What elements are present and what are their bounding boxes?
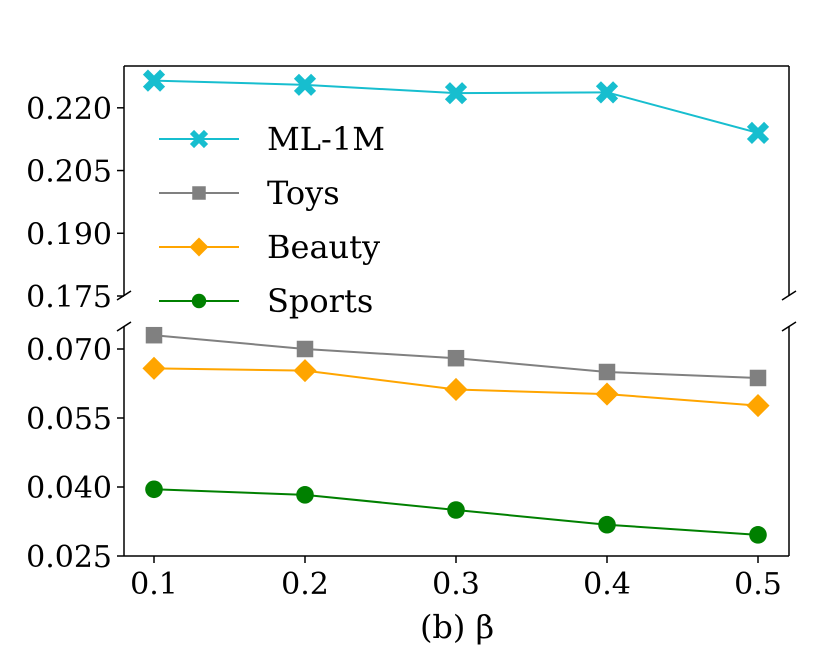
- series-toys: [145, 326, 767, 387]
- x-tick-label: 0.3: [432, 567, 480, 602]
- data-point-ml-1m: [444, 82, 468, 105]
- x-tick-label: 0.1: [130, 567, 178, 602]
- data-point-ml-1m: [142, 69, 166, 92]
- axis-break-mark-left-lower: [116, 321, 132, 332]
- legend-label-sports: Sports: [267, 282, 373, 320]
- legend-label-ml-1m: ML-1M: [267, 120, 385, 158]
- series-ml-1m: [142, 69, 770, 145]
- lower-y-tick-label: 0.070: [26, 333, 112, 368]
- series-layer: [142, 69, 770, 544]
- data-point-sports: [296, 486, 314, 504]
- legend-entry-sports: Sports: [159, 282, 373, 320]
- upper-y-tick-label: 0.175: [26, 280, 112, 315]
- legend-entry-beauty: Beauty: [159, 228, 380, 266]
- data-point-toys: [296, 340, 314, 358]
- upper-y-tick-label: 0.220: [26, 92, 112, 127]
- data-point-beauty: [746, 394, 770, 418]
- upper-y-tick-label: 0.205: [26, 155, 112, 190]
- x-ticks: 0.1 0.2 0.3 0.4 0.5: [130, 556, 782, 602]
- series-beauty: [142, 356, 770, 418]
- lower-y-tick-label: 0.055: [26, 402, 112, 437]
- data-point-toys: [749, 369, 767, 387]
- upper-panel: 0.175 0.190 0.205 0.220: [26, 65, 790, 315]
- axis-break-mark-right-upper: [781, 290, 797, 301]
- upper-y-ticks: 0.175 0.190 0.205 0.220: [26, 92, 124, 315]
- x-tick-label: 0.5: [734, 567, 782, 602]
- data-point-toys: [447, 349, 465, 367]
- legend-marker-toys: [192, 186, 206, 200]
- data-point-beauty: [595, 382, 619, 406]
- data-point-sports: [145, 480, 163, 499]
- legend-label-beauty: Beauty: [267, 228, 380, 266]
- data-point-ml-1m: [293, 73, 317, 96]
- axis-break-mark-right-lower: [781, 321, 797, 332]
- lower-y-tick-label: 0.040: [26, 471, 112, 506]
- data-point-beauty: [444, 377, 468, 402]
- data-point-sports: [447, 501, 465, 519]
- data-point-toys: [145, 326, 163, 344]
- data-point-ml-1m: [595, 81, 619, 104]
- data-point-sports: [598, 515, 616, 534]
- axis-break-mark-left-upper: [116, 290, 132, 301]
- lower-panel: 0.025 0.040 0.055 0.070 0.1 0.2 0.3 0.4 0.5: [26, 326, 790, 602]
- series-sports: [145, 480, 767, 544]
- legend: ML-1M Toys Beauty Sports: [159, 120, 385, 320]
- legend-marker-ml-1m: [189, 129, 209, 149]
- legend-entry-toys: Toys: [159, 174, 340, 212]
- lower-y-tick-label: 0.025: [26, 540, 112, 575]
- x-tick-label: 0.4: [583, 567, 631, 602]
- legend-label-toys: Toys: [267, 174, 340, 212]
- data-point-sports: [749, 526, 767, 544]
- legend-marker-beauty: [189, 237, 209, 257]
- axis-break-marks: [116, 290, 797, 332]
- data-point-toys: [598, 363, 616, 381]
- legend-marker-sports: [191, 293, 207, 309]
- data-point-beauty: [293, 359, 317, 383]
- data-point-ml-1m: [746, 121, 770, 145]
- legend-entry-ml-1m: ML-1M: [159, 120, 385, 158]
- x-axis-label: (b) β: [420, 608, 494, 646]
- upper-y-tick-label: 0.190: [26, 217, 112, 252]
- lower-y-ticks: 0.025 0.040 0.055 0.070: [26, 333, 124, 575]
- x-tick-label: 0.2: [281, 567, 329, 602]
- data-point-beauty: [142, 356, 166, 380]
